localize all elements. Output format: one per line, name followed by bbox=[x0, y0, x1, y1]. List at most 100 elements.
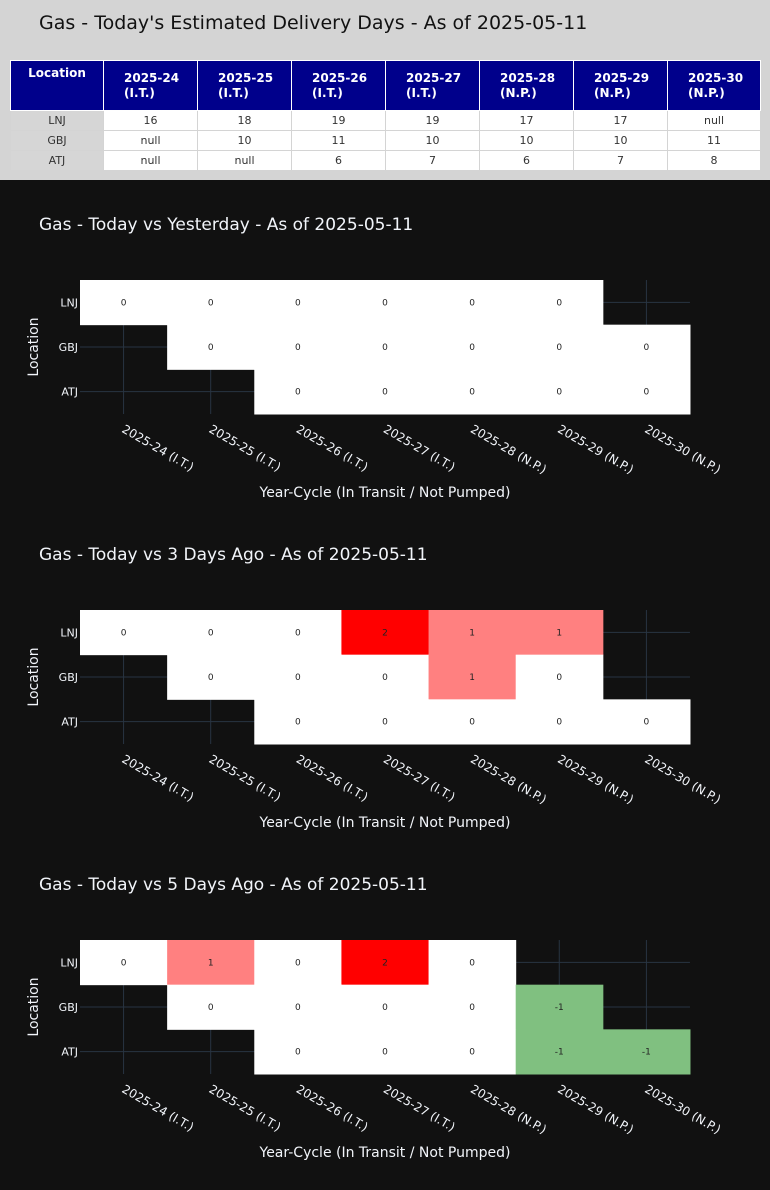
column-header-2025-27: 2025-27 (I.T.) bbox=[385, 60, 480, 111]
cell-value-label: 0 bbox=[295, 673, 301, 683]
column-status: (N.P.) bbox=[594, 85, 631, 100]
heatmap-cell bbox=[428, 699, 517, 745]
cell-value-label: 0 bbox=[644, 718, 650, 728]
heatmap-cell bbox=[428, 984, 517, 1030]
heatmap-cell bbox=[254, 699, 342, 745]
heatmap-cell bbox=[167, 280, 255, 326]
heatmap-cell bbox=[515, 984, 604, 1030]
cell-value-label: 0 bbox=[295, 718, 301, 728]
cell-value-label: 0 bbox=[469, 298, 475, 308]
heatmap-cell bbox=[428, 280, 517, 326]
row-location: GBJ bbox=[10, 130, 104, 151]
table-cell: 8 bbox=[667, 150, 761, 171]
heatmap-cell bbox=[341, 369, 430, 415]
table-cell: 16 bbox=[103, 110, 198, 131]
table-row: GBJ null 10 11 10 10 10 11 bbox=[10, 130, 761, 151]
y-axis-title: Location bbox=[26, 647, 42, 706]
cell-value-label: 0 bbox=[208, 673, 214, 683]
cell-value-label: 0 bbox=[295, 343, 301, 353]
cell-value-label: 0 bbox=[382, 1048, 388, 1058]
heatmap-cell bbox=[341, 610, 430, 656]
table-cell: 10 bbox=[479, 130, 574, 151]
x-tick-label: 2025-30 (N.P.) bbox=[642, 1082, 723, 1137]
x-axis-title: Year-Cycle (In Transit / Not Pumped) bbox=[259, 1145, 511, 1161]
cell-value-label: 0 bbox=[208, 628, 214, 638]
heatmap-cell bbox=[341, 1029, 430, 1075]
heatmap-cell bbox=[515, 369, 604, 415]
cell-value-label: 0 bbox=[382, 673, 388, 683]
column-year: 2025-27 bbox=[406, 70, 462, 85]
table-cell: 18 bbox=[197, 110, 292, 131]
heatmap-cell bbox=[602, 1029, 691, 1075]
table-cell: 11 bbox=[667, 130, 761, 151]
heatmap-cell bbox=[341, 984, 430, 1030]
cell-value-label: 0 bbox=[382, 388, 388, 398]
table-cell: 17 bbox=[573, 110, 668, 131]
cell-value-label: 1 bbox=[556, 628, 562, 638]
heatmap-cell bbox=[515, 324, 604, 370]
row-location: LNJ bbox=[10, 110, 104, 131]
y-tick-label: GBJ bbox=[59, 341, 78, 354]
cell-value-label: 0 bbox=[469, 343, 475, 353]
cell-value-label: 0 bbox=[121, 298, 127, 308]
chart-title: Gas - Today vs Yesterday - As of 2025-05… bbox=[39, 215, 413, 235]
heatmap-cell bbox=[341, 324, 430, 370]
cell-value-label: 0 bbox=[382, 343, 388, 353]
x-tick-label: 2025-29 (N.P.) bbox=[555, 422, 636, 477]
column-status: (I.T.) bbox=[312, 85, 343, 100]
x-tick-label: 2025-25 (I.T.) bbox=[207, 422, 284, 474]
cell-value-label: 0 bbox=[121, 958, 127, 968]
table-cell: 10 bbox=[197, 130, 292, 151]
table-cell: 7 bbox=[385, 150, 480, 171]
cell-value-label: 2 bbox=[382, 958, 388, 968]
cell-value-label: 0 bbox=[295, 958, 301, 968]
table-cell: null bbox=[103, 150, 198, 171]
column-year: 2025-24 bbox=[124, 70, 180, 85]
table-cell: 10 bbox=[573, 130, 668, 151]
heatmap-cell bbox=[428, 610, 517, 656]
heatmap-cell bbox=[167, 324, 255, 370]
x-tick-label: 2025-30 (N.P.) bbox=[642, 752, 723, 807]
cell-value-label: 0 bbox=[469, 1048, 475, 1058]
row-location: ATJ bbox=[10, 150, 104, 171]
cell-value-label: 0 bbox=[644, 343, 650, 353]
estimate-title: Gas - Today's Estimated Delivery Days - … bbox=[39, 12, 588, 34]
heatmap-cell bbox=[341, 280, 430, 326]
column-status: (I.T.) bbox=[406, 85, 437, 100]
y-tick-label: GBJ bbox=[59, 1001, 78, 1014]
column-status: (I.T.) bbox=[124, 85, 155, 100]
table-cell: 6 bbox=[479, 150, 574, 171]
column-header-2025-25: 2025-25 (I.T.) bbox=[197, 60, 292, 111]
cell-value-label: 0 bbox=[382, 1003, 388, 1013]
y-tick-label: ATJ bbox=[61, 1046, 78, 1059]
cell-value-label: -1 bbox=[642, 1048, 651, 1058]
cell-value-label: 0 bbox=[208, 298, 214, 308]
table-row: ATJ null null 6 7 6 7 8 bbox=[10, 150, 761, 171]
x-tick-label: 2025-27 (I.T.) bbox=[381, 422, 458, 474]
x-axis-title: Year-Cycle (In Transit / Not Pumped) bbox=[259, 815, 511, 831]
heatmap-cell bbox=[515, 699, 604, 745]
y-tick-label: LNJ bbox=[60, 296, 78, 309]
heatmap-cell bbox=[428, 369, 517, 415]
heatmap-cell bbox=[341, 654, 430, 700]
column-header-2025-24: 2025-24 (I.T.) bbox=[103, 60, 198, 111]
cell-value-label: 1 bbox=[469, 628, 475, 638]
heatmap-cell bbox=[254, 280, 342, 326]
cell-value-label: 0 bbox=[556, 718, 562, 728]
heatmap-cell bbox=[254, 940, 342, 986]
heatmap-today-vs-5-days-ago: Gas - Today vs 5 Days Ago - As of 2025-0… bbox=[26, 875, 723, 1161]
heatmap-cell bbox=[515, 280, 604, 326]
x-tick-label: 2025-29 (N.P.) bbox=[555, 1082, 636, 1137]
cell-value-label: 0 bbox=[644, 388, 650, 398]
heatmap-cell bbox=[167, 610, 255, 656]
x-tick-label: 2025-26 (I.T.) bbox=[294, 1082, 371, 1134]
cell-value-label: 0 bbox=[469, 958, 475, 968]
cell-value-label: 0 bbox=[382, 718, 388, 728]
cell-value-label: 0 bbox=[469, 388, 475, 398]
column-header-2025-29: 2025-29 (N.P.) bbox=[573, 60, 668, 111]
x-tick-label: 2025-27 (I.T.) bbox=[381, 752, 458, 804]
column-status: (I.T.) bbox=[218, 85, 249, 100]
heatmap-today-vs-yesterday: Gas - Today vs Yesterday - As of 2025-05… bbox=[26, 215, 723, 501]
cell-value-label: 0 bbox=[382, 298, 388, 308]
heatmap-cell bbox=[515, 1029, 604, 1075]
